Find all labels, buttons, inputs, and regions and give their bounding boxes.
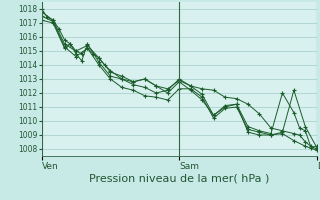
X-axis label: Pression niveau de la mer( hPa ): Pression niveau de la mer( hPa ) [89,173,269,183]
